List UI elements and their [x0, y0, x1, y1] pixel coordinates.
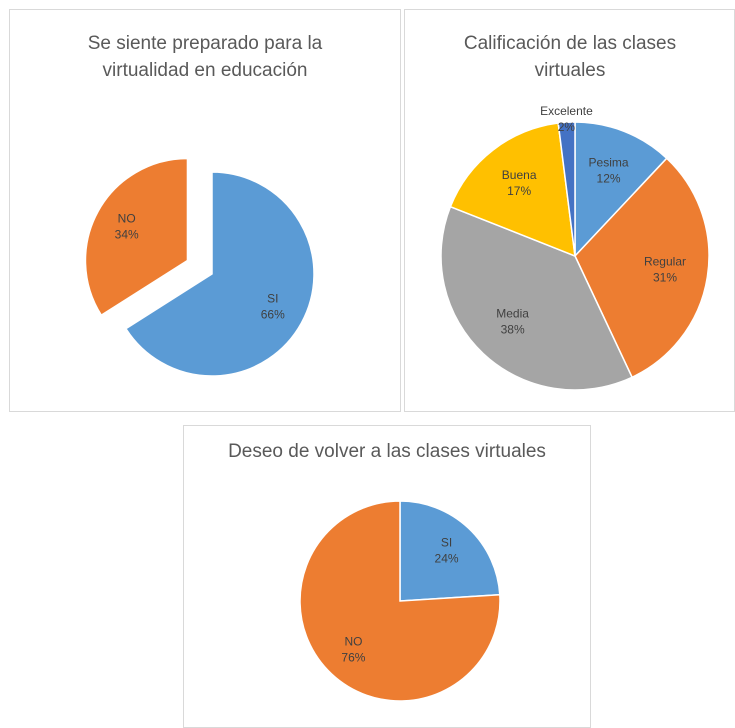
slice-category-label: Excelente — [540, 104, 593, 118]
slice-value-label: 24% — [435, 552, 459, 566]
slice-category-label: Media — [496, 307, 529, 321]
slice-category-label: SI — [267, 292, 278, 306]
chart-title: Se siente preparado para la virtualidad … — [87, 33, 323, 81]
slice-category-label: Regular — [644, 254, 686, 268]
slice-value-label: 17% — [507, 184, 531, 198]
slice-category-label: NO — [344, 635, 362, 649]
slice-category-label: Buena — [502, 168, 537, 182]
pie-slice — [449, 122, 576, 258]
pie-slice — [574, 121, 668, 258]
slice-value-label: 2% — [558, 120, 576, 134]
chart-title: Calificación de las clases virtuales — [463, 33, 677, 81]
pie-slice — [557, 121, 576, 257]
slice-category-label: NO — [118, 211, 136, 225]
slice-value-label: 34% — [115, 227, 139, 241]
pie-slice — [84, 157, 189, 317]
pie-slice — [399, 500, 501, 602]
slice-value-label: 31% — [653, 270, 677, 284]
pie-slice — [299, 500, 501, 702]
slice-value-label: 38% — [501, 323, 525, 337]
slice-value-label: 76% — [341, 651, 365, 665]
pie-slice — [574, 157, 710, 379]
slice-category-label: SI — [441, 536, 452, 550]
pie-slice — [440, 205, 634, 391]
slice-value-label: 12% — [597, 171, 621, 185]
slice-category-label: Pesima — [589, 155, 629, 169]
chart-title: Deseo de volver a las clases virtuales — [228, 441, 546, 462]
pie-slice — [124, 171, 315, 377]
slice-value-label: 66% — [261, 308, 285, 322]
